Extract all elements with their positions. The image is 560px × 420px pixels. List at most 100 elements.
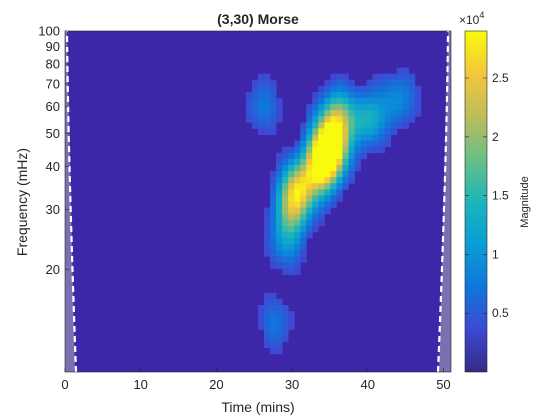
heatmap-cell: [312, 164, 319, 172]
heatmap-cell: [306, 146, 313, 154]
heatmap-cell: [330, 85, 337, 93]
heatmap-cell: [360, 140, 367, 148]
heatmap-cell: [372, 146, 380, 154]
heatmap-cell: [276, 213, 283, 221]
heatmap-cell: [378, 128, 386, 135]
heatmap-cell: [270, 238, 277, 245]
heatmap-cell: [306, 225, 313, 233]
heatmap-cell: [372, 97, 380, 105]
heatmap-cell: [294, 164, 301, 172]
heatmap-cell: [288, 225, 295, 233]
heatmap-cell: [294, 177, 301, 184]
x-tick-label: 50: [436, 377, 450, 392]
y-tick-label: 90: [46, 39, 60, 54]
heatmap-cell: [276, 177, 283, 184]
heatmap-cell: [312, 152, 319, 160]
heatmap-cell: [378, 85, 386, 93]
heatmap-cell: [354, 152, 361, 160]
heatmap-cell: [396, 97, 404, 105]
heatmap-cell: [384, 85, 392, 93]
heatmap-cell: [342, 134, 349, 142]
heatmap-cell: [390, 73, 398, 81]
heatmap-cell: [251, 110, 259, 117]
heatmap-cell: [258, 305, 265, 312]
heatmap-cell: [402, 104, 410, 111]
heatmap-cell: [300, 146, 307, 154]
heatmap-cell: [300, 207, 307, 215]
heatmap-cell: [282, 323, 289, 330]
heatmap-cell: [318, 85, 325, 93]
heatmap-cell: [282, 213, 289, 221]
heatmap-cell: [270, 91, 277, 99]
heatmap-cell: [282, 335, 289, 342]
heatmap-cell: [384, 91, 392, 99]
heatmap-cell: [300, 152, 307, 160]
heatmap-cell: [324, 110, 331, 117]
heatmap-cell: [294, 268, 301, 275]
heatmap-cell: [300, 225, 307, 233]
heatmap-cell: [270, 250, 277, 257]
heatmap-cell: [324, 189, 331, 196]
heatmap-cell: [294, 140, 301, 148]
heatmap-cell: [324, 207, 331, 215]
heatmap-cell: [342, 91, 349, 99]
colorbar-tick-label: 0.5: [492, 306, 509, 320]
heatmap-cell: [318, 164, 325, 172]
heatmap-cell: [336, 128, 343, 135]
heatmap-cell: [366, 146, 373, 154]
heatmap-cell: [330, 97, 337, 105]
heatmap-cell: [378, 97, 386, 105]
heatmap-cell: [282, 244, 289, 251]
heatmap-cell: [336, 189, 343, 196]
heatmap-cell: [282, 238, 289, 245]
heatmap-cell: [384, 104, 392, 111]
y-axis-label: Frequency (mHz): [14, 148, 30, 256]
colorbar: 0.5 1 1.5 2 2.5 ×104 Magnitude: [459, 10, 531, 373]
heatmap-cell: [294, 238, 301, 245]
heatmap-cell: [318, 97, 325, 105]
heatmap-cell: [408, 97, 416, 105]
heatmap-cell: [312, 116, 319, 123]
heatmap-cell: [288, 183, 295, 190]
heatmap-cell: [402, 79, 410, 87]
heatmap-cell: [384, 110, 392, 117]
heatmap-cell: [300, 238, 307, 245]
heatmap-cell: [270, 97, 277, 105]
heatmap-cell: [294, 244, 301, 251]
heatmap-cell: [312, 207, 319, 215]
heatmap-cell: [276, 244, 283, 251]
heatmap-cell: [294, 171, 301, 178]
heatmap-cell: [312, 146, 319, 154]
heatmap-cell: [390, 116, 398, 123]
heatmap-cell: [245, 104, 253, 111]
heatmap-cell: [264, 79, 271, 87]
heatmap-cell: [372, 128, 380, 135]
heatmap-cell: [384, 116, 392, 123]
colorbar-tick-label: 1: [492, 247, 499, 261]
heatmap-cell: [378, 122, 386, 129]
heatmap-cell: [264, 244, 271, 251]
heatmap-cell: [324, 201, 331, 208]
heatmap-cell: [330, 146, 337, 154]
heatmap-cell: [366, 85, 373, 93]
heatmap-cell: [396, 85, 404, 93]
heatmap-cell: [318, 128, 325, 135]
heatmap-cell: [354, 110, 361, 117]
heatmap-cell: [330, 73, 337, 81]
heatmap-cell: [318, 146, 325, 154]
heatmap-cell: [300, 201, 307, 208]
heatmap-cell: [276, 171, 283, 178]
heatmap-cell: [360, 110, 367, 117]
heatmap-cell: [354, 91, 361, 99]
heatmap-cell: [372, 104, 380, 111]
colorbar-exponent: ×104: [459, 10, 484, 27]
heatmap-cell: [318, 122, 325, 129]
heatmap-cell: [324, 97, 331, 105]
heatmap-cell: [318, 140, 325, 148]
heatmap-cell: [324, 171, 331, 178]
heatmap-cell: [282, 250, 289, 257]
plot-area: [65, 31, 451, 372]
heatmap-cell: [276, 164, 283, 172]
heatmap-cell: [336, 122, 343, 129]
heatmap-cell: [245, 91, 253, 99]
